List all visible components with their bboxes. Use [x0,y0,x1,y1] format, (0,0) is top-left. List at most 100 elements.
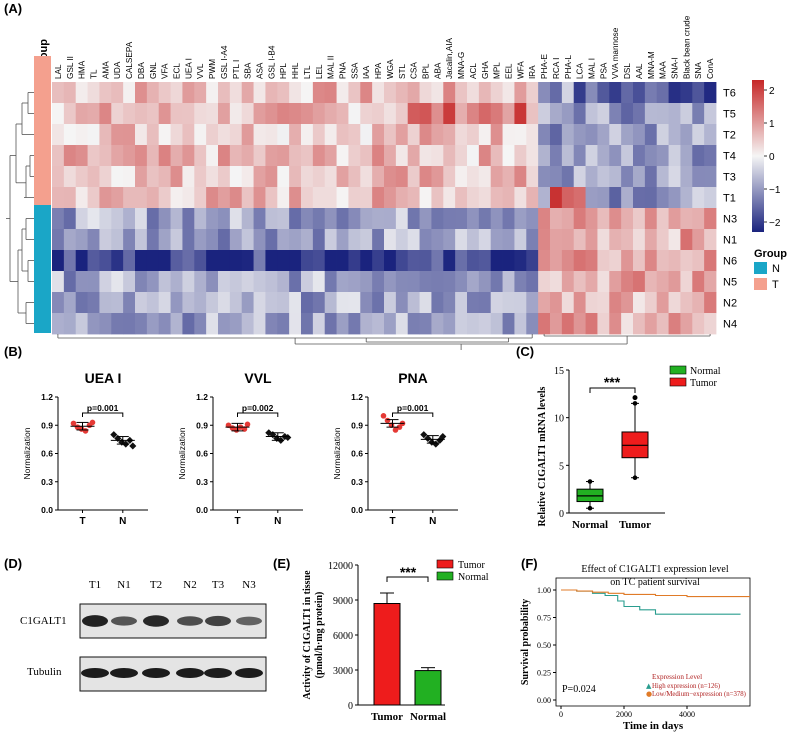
heatmap-cell [656,208,669,230]
heatmap-cell [158,145,171,167]
heatmap-cell [52,187,65,209]
group-legend-title: Group [754,248,787,260]
heatmap-cell [194,208,207,230]
heatmap-cell [289,187,302,209]
survival-curve-low [561,589,750,598]
heatmap-cell [431,145,444,167]
heatmap-cell [419,82,432,104]
heatmap-cell [407,82,420,104]
heatmap-cell [336,229,349,251]
heatmap-cell [633,313,646,335]
heatmap-cell [526,229,539,251]
heatmap-cell [158,82,171,104]
heatmap-cell [123,229,136,251]
heatmap-column-label: LTL [303,65,312,79]
heatmap-cell [52,250,65,272]
heatmap-cell [301,82,314,104]
heatmap-cell [550,313,563,335]
heatmap-cell [502,166,515,188]
heatmap-cell [241,124,254,146]
heatmap-cell [455,145,468,167]
heatmap-cell [478,124,492,146]
heatmap-cell [146,292,160,314]
heatmap-cell [372,271,385,293]
heatmap-cell [680,124,693,146]
heatmap-cell [668,250,681,272]
heatmap-column-label: SNA [694,62,703,79]
heatmap-cell [668,313,681,335]
panel-label-b: (B) [4,344,22,359]
western-row-label-c1galt1: C1GALT1 [20,615,67,627]
heatmap-cell [372,208,385,230]
heatmap-cell [585,250,598,272]
heatmap-cell [87,82,100,104]
heatmap-cell [87,313,100,335]
heatmap-cell [301,208,314,230]
heatmap-cell [111,124,124,146]
heatmap-cell [360,124,373,146]
dotplot-ytick-label: 0.3 [351,477,363,487]
heatmap-cell [229,124,243,146]
heatmap-cell [277,103,290,125]
heatmap-cell [692,313,705,335]
heatmap-cell [301,292,314,314]
heatmap-row-labels: T6 T5 T2 T4 T3 T1 N3 N1 N6 N5 N2 N4 [723,88,737,331]
bar-xtick-label: Normal [410,711,446,723]
heatmap-cell [253,103,266,125]
heatmap-cell [182,187,195,209]
heatmap-cell [324,250,337,272]
heatmap-cell [146,187,160,209]
heatmap-cell [704,166,717,188]
heatmap-cell [229,166,243,188]
heatmap-cell [573,208,586,230]
heatmap-cell [502,292,515,314]
heatmap-cell [609,208,622,230]
heatmap-row-label: N3 [723,214,737,226]
heatmap-cell [194,124,207,146]
heatmap-cell [644,208,658,230]
heatmap-cell [573,229,586,251]
heatmap-column-label: PSA [599,62,608,79]
heatmap-cell [182,250,195,272]
heatmap-cell [158,229,171,251]
heatmap-cell [348,208,361,230]
heatmap-cell [550,292,563,314]
heatmap-cell [194,145,207,167]
heatmap-cell [597,229,610,251]
heatmap-cell [561,250,575,272]
heatmap-cell [99,187,112,209]
heatmap-cell [455,124,468,146]
heatmap-cell [514,271,527,293]
heatmap-cell [123,271,136,293]
heatmap-cell [550,103,563,125]
heatmap-cell [478,292,492,314]
dotplot-point-tumor [244,421,251,428]
heatmap-column-label: GSL II [66,56,75,79]
western-band-c1galt1 [82,615,108,627]
heatmap-cell [194,187,207,209]
heatmap-cell [194,103,207,125]
heatmap-cell [692,166,705,188]
boxplot-legend-label: Tumor [690,378,718,389]
heatmap-column-label: Black bean crude [682,15,691,79]
heatmap-cell [431,82,444,104]
heatmap-cell [206,166,219,188]
heatmap-cell [87,166,100,188]
colorbar-tick-label: −1 [769,185,781,196]
boxplot-ylabel: Relative C1GALT1 mRNA levels [537,386,548,526]
panel-label-a: (A) [4,1,22,16]
heatmap-cell [419,208,432,230]
heatmap-cell [550,82,563,104]
heatmap-cell [289,313,302,335]
heatmap-cell [573,313,586,335]
heatmap-cell [538,208,551,230]
heatmap-column-label: LCA [576,63,585,79]
heatmap-cell [621,145,634,167]
heatmap-cell [561,313,575,335]
heatmap-cell [265,250,278,272]
heatmap-column-label: LEL [315,64,324,79]
heatmap-cell [63,103,77,125]
heatmap-cell [277,250,290,272]
heatmap-cell [206,313,219,335]
heatmap-cell [348,82,361,104]
